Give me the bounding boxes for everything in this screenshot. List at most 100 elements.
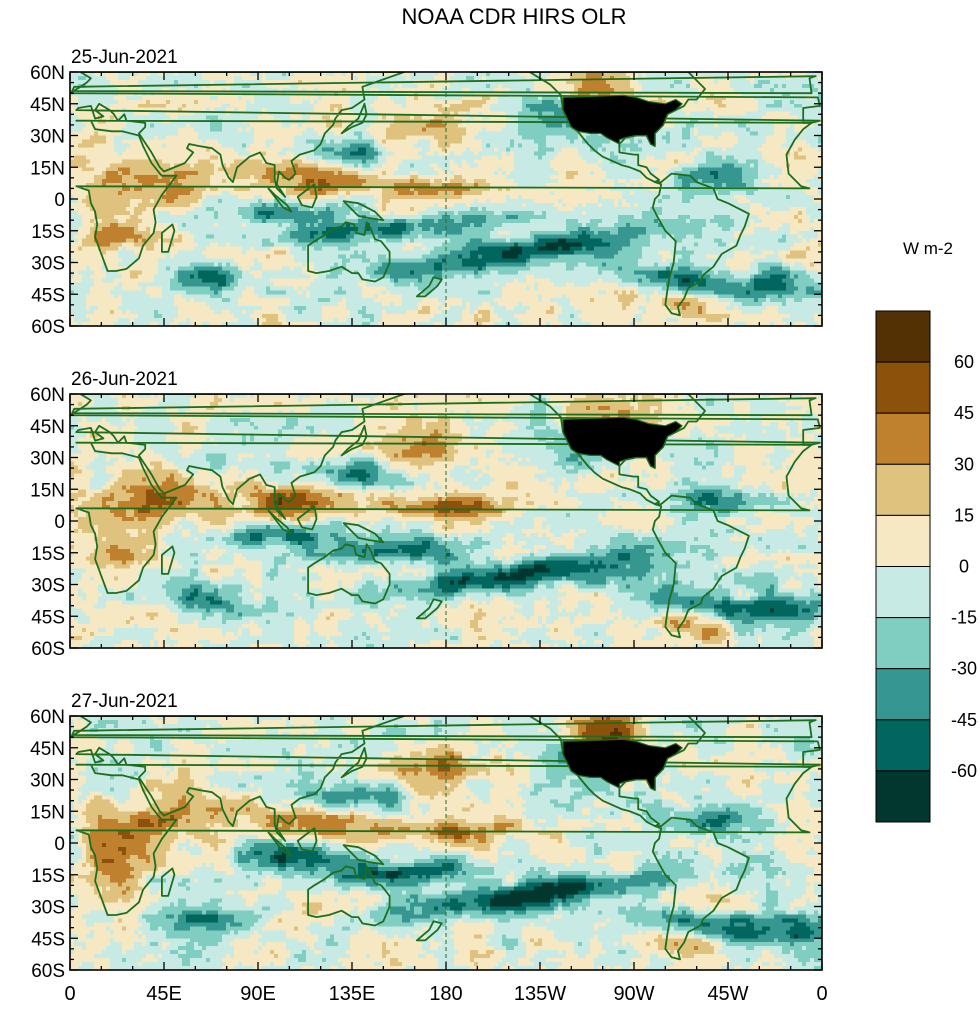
coastline-eurasia — [70, 394, 821, 520]
panel-date-label: 27-Jun-2021 — [71, 691, 178, 712]
colorbar-tick-label: -30 — [951, 659, 977, 679]
coastline-sumatra — [267, 831, 293, 857]
lat-tick-label: 45N — [30, 739, 65, 760]
colorbar-unit-label: W m-2 — [903, 239, 953, 258]
colorbar-tick-label: -60 — [951, 761, 977, 781]
lat-tick-label: 30S — [31, 576, 65, 597]
lat-tick-label: 60S — [31, 961, 65, 982]
lon-tick-label: 45E — [146, 983, 182, 1005]
coastline-japan — [340, 424, 368, 457]
axis-ticks — [69, 715, 823, 971]
colorbar-tick-label: -45 — [951, 710, 977, 730]
lat-tick-label: 45N — [30, 95, 65, 116]
lat-tick-label: 60N — [30, 63, 65, 84]
lon-tick-label: 180 — [429, 983, 462, 1005]
lat-tick-label: 30N — [30, 127, 65, 148]
map-panels: 25-Jun-2021 60N 45N 30N 15N 0 15S 30S 45S 60S 26-J… — [30, 47, 827, 1005]
coastline-japan — [340, 746, 368, 779]
colorbar-tick-label: 30 — [954, 454, 974, 474]
lon-tick-label: 135W — [514, 983, 566, 1005]
colorbar-tick-label: 45 — [954, 403, 974, 423]
lon-tick-label: 0 — [816, 983, 827, 1005]
lat-tick-label: 0 — [54, 512, 65, 533]
colorbar-swatch — [875, 412, 931, 465]
coastline-eurasia — [70, 72, 821, 198]
colorbar-tick-label: 60 — [954, 352, 974, 372]
coastline-eurasia — [70, 716, 821, 842]
coastlines — [70, 716, 821, 961]
colorbar-swatch — [875, 617, 931, 670]
colorbar-swatch — [875, 770, 931, 823]
map-panel: 26-Jun-2021 60N 45N 30N 15N 0 15S 30S 45S 60S — [30, 369, 823, 660]
coastline-borneo — [296, 827, 318, 853]
colorbar-swatch — [875, 668, 931, 721]
coastline-samerica — [651, 172, 750, 317]
lat-tick-label: 30S — [31, 898, 65, 919]
lon-tick-label: 0 — [64, 983, 75, 1005]
axis-ticks — [69, 71, 823, 327]
coastline-greatbritain — [71, 75, 817, 95]
coastline-nz — [415, 276, 443, 298]
coastline-madagascar — [161, 223, 176, 253]
lat-tick-label: 0 — [54, 190, 65, 211]
coastline-samerica — [651, 494, 750, 639]
coastline-newguinea — [342, 200, 385, 222]
coastline-australia — [307, 865, 391, 927]
lat-tick-label: 0 — [54, 834, 65, 855]
lat-tick-label: 45S — [31, 607, 65, 628]
coastline-sumatra — [267, 187, 293, 213]
lat-tick-label: 30N — [30, 449, 65, 470]
lon-tick-label: 90E — [240, 983, 276, 1005]
colorbar-tick-label: 15 — [954, 505, 974, 525]
coastline-nz — [415, 598, 443, 620]
lat-tick-label: 60S — [31, 317, 65, 338]
lat-tick-label: 15N — [30, 158, 65, 179]
lon-tick-label: 45W — [707, 983, 748, 1005]
coastlines — [70, 72, 821, 317]
colorbar-swatch — [875, 310, 931, 363]
coastline-africa — [75, 119, 813, 272]
coastline-sumatra — [267, 509, 293, 535]
map-panel: 25-Jun-2021 60N 45N 30N 15N 0 15S 30S 45S 60S — [30, 47, 823, 338]
coastline-borneo — [296, 183, 318, 209]
figure-title: NOAA CDR HIRS OLR — [402, 4, 627, 29]
coastline-greatbritain — [71, 397, 817, 417]
colorbar: W m-2 60 45 30 15 0 -15 -30 -45 -60 — [875, 239, 977, 823]
coastline-samerica — [651, 816, 750, 961]
missing-data-region — [562, 738, 683, 792]
coastline-nz — [415, 920, 443, 942]
coastline-madagascar — [161, 545, 176, 575]
coastline-greatbritain — [71, 719, 817, 739]
coastline-africa — [75, 441, 813, 594]
lat-tick-label: 45N — [30, 417, 65, 438]
colorbar-swatch — [875, 361, 931, 414]
missing-data-region — [562, 94, 683, 148]
missing-data-region — [562, 416, 683, 470]
panel-date-label: 26-Jun-2021 — [71, 369, 178, 390]
lat-tick-label: 15N — [30, 802, 65, 823]
colorbar-tick-label: 0 — [959, 557, 969, 577]
lat-tick-label: 60S — [31, 639, 65, 660]
coastline-japan — [340, 102, 368, 135]
coastline-newguinea — [342, 844, 385, 866]
lat-tick-label: 15N — [30, 480, 65, 501]
colorbar-tick-label: -15 — [951, 608, 977, 628]
lat-tick-label: 60N — [30, 707, 65, 728]
lon-tick-label: 90W — [613, 983, 654, 1005]
coastline-australia — [307, 543, 391, 605]
lat-tick-label: 45S — [31, 929, 65, 950]
colorbar-swatch — [875, 719, 931, 772]
colorbar-swatch — [875, 514, 931, 568]
coastline-australia — [307, 221, 391, 283]
coastline-borneo — [296, 505, 318, 531]
axis-ticks — [69, 393, 823, 649]
colorbar-swatch — [875, 463, 931, 516]
panel-date-label: 25-Jun-2021 — [71, 47, 178, 68]
coastlines — [70, 394, 821, 639]
lat-tick-label: 15S — [31, 222, 65, 243]
lat-tick-label: 30N — [30, 771, 65, 792]
lat-tick-label: 30S — [31, 254, 65, 275]
lat-tick-label: 60N — [30, 385, 65, 406]
lon-tick-label: 135E — [329, 983, 376, 1005]
